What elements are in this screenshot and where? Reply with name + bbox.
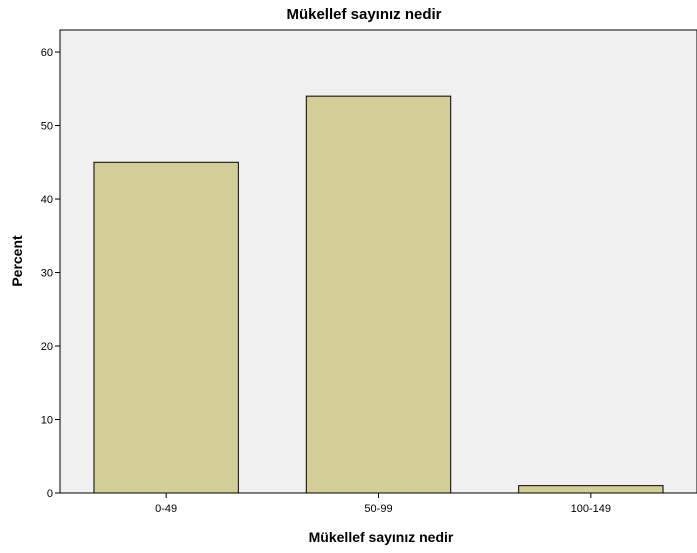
y-tick-label: 30 xyxy=(41,268,53,280)
y-tick-label: 10 xyxy=(41,415,53,427)
x-tick-label: 0-49 xyxy=(155,503,177,515)
x-tick-label: 50-99 xyxy=(364,503,392,515)
y-axis-title: Percent xyxy=(9,235,25,287)
x-axis: 0-49 50-99 100-149 xyxy=(155,493,611,515)
bars xyxy=(93,95,664,494)
x-axis-title: Mükellef sayınız nedir xyxy=(309,529,454,545)
y-tick-label: 60 xyxy=(41,47,53,59)
y-tick-label: 0 xyxy=(47,488,53,500)
y-tick-label: 20 xyxy=(41,341,53,353)
bar-0-49 xyxy=(93,161,239,494)
bar-100-149 xyxy=(518,485,664,494)
bar-50-99 xyxy=(305,95,452,494)
y-tick-label: 50 xyxy=(41,121,53,133)
y-tick-label: 40 xyxy=(41,194,53,206)
chart-title: Mükellef sayınız nedir xyxy=(286,6,441,23)
x-tick-label: 100-149 xyxy=(571,503,611,515)
y-axis: 0 10 20 30 40 50 60 xyxy=(41,47,60,500)
